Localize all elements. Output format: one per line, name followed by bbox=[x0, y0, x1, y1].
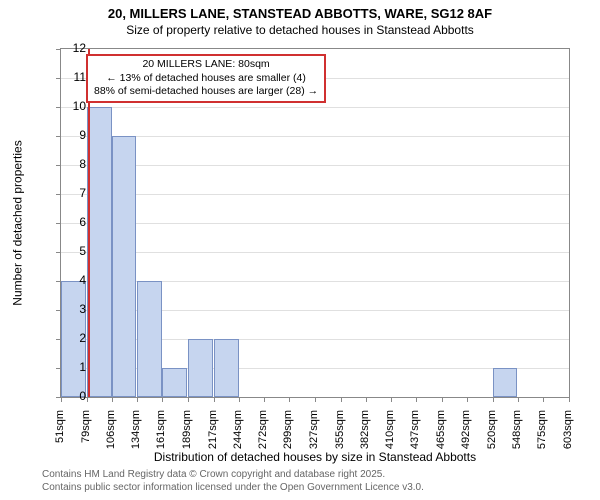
histogram-bar bbox=[493, 368, 518, 397]
xtick-mark bbox=[214, 397, 215, 402]
ytick-label: 5 bbox=[56, 244, 86, 258]
xtick-mark bbox=[112, 397, 113, 402]
xtick-label: 161sqm bbox=[155, 410, 167, 470]
ytick-label: 3 bbox=[56, 302, 86, 316]
callout-box: 20 MILLERS LANE: 80sqm ← 13% of detached… bbox=[86, 54, 326, 103]
xtick-label: 492sqm bbox=[460, 410, 472, 470]
xtick-mark bbox=[315, 397, 316, 402]
ytick-label: 6 bbox=[56, 215, 86, 229]
callout-line3: 88% of semi-detached houses are larger (… bbox=[94, 85, 318, 99]
xtick-mark bbox=[289, 397, 290, 402]
grid-line bbox=[61, 194, 569, 195]
xtick-mark bbox=[442, 397, 443, 402]
xtick-mark bbox=[162, 397, 163, 402]
ytick-label: 4 bbox=[56, 273, 86, 287]
ytick-label: 1 bbox=[56, 360, 86, 374]
y-axis-label: Number of detached properties bbox=[10, 48, 26, 398]
xtick-label: 520sqm bbox=[486, 410, 498, 470]
chart-title-main: 20, MILLERS LANE, STANSTEAD ABBOTTS, WAR… bbox=[0, 0, 600, 21]
ytick-label: 8 bbox=[56, 157, 86, 171]
callout-line2: ← 13% of detached houses are smaller (4) bbox=[94, 72, 318, 86]
histogram-bar bbox=[137, 281, 162, 397]
xtick-label: 603sqm bbox=[562, 410, 574, 470]
xtick-label: 327sqm bbox=[308, 410, 320, 470]
chart-title-sub: Size of property relative to detached ho… bbox=[0, 21, 600, 37]
xtick-mark bbox=[239, 397, 240, 402]
xtick-label: 382sqm bbox=[359, 410, 371, 470]
ytick-label: 9 bbox=[56, 128, 86, 142]
footer-text: Contains HM Land Registry data © Crown c… bbox=[42, 468, 424, 494]
ytick-label: 0 bbox=[56, 389, 86, 403]
xtick-label: 189sqm bbox=[181, 410, 193, 470]
xtick-mark bbox=[569, 397, 570, 402]
ytick-label: 10 bbox=[56, 99, 86, 113]
xtick-label: 410sqm bbox=[384, 410, 396, 470]
xtick-mark bbox=[366, 397, 367, 402]
histogram-bar bbox=[214, 339, 239, 397]
xtick-label: 355sqm bbox=[334, 410, 346, 470]
histogram-bar bbox=[112, 136, 137, 397]
xtick-label: 575sqm bbox=[536, 410, 548, 470]
xtick-label: 79sqm bbox=[80, 410, 92, 470]
footer-line2: Contains public sector information licen… bbox=[42, 481, 424, 494]
xtick-mark bbox=[416, 397, 417, 402]
ytick-label: 11 bbox=[56, 70, 86, 84]
xtick-label: 299sqm bbox=[282, 410, 294, 470]
xtick-mark bbox=[137, 397, 138, 402]
xtick-label: 465sqm bbox=[435, 410, 447, 470]
plot-area: 20 MILLERS LANE: 80sqm ← 13% of detached… bbox=[60, 48, 570, 398]
chart-container: 20, MILLERS LANE, STANSTEAD ABBOTTS, WAR… bbox=[0, 0, 600, 500]
xtick-label: 244sqm bbox=[232, 410, 244, 470]
ytick-label: 12 bbox=[56, 41, 86, 55]
xtick-label: 106sqm bbox=[105, 410, 117, 470]
grid-line bbox=[61, 107, 569, 108]
xtick-label: 548sqm bbox=[511, 410, 523, 470]
callout-line1: 20 MILLERS LANE: 80sqm bbox=[94, 58, 318, 72]
grid-line bbox=[61, 252, 569, 253]
ytick-label: 2 bbox=[56, 331, 86, 345]
xtick-mark bbox=[391, 397, 392, 402]
histogram-bar bbox=[188, 339, 213, 397]
xtick-mark bbox=[341, 397, 342, 402]
histogram-bar bbox=[87, 107, 112, 397]
grid-line bbox=[61, 165, 569, 166]
xtick-mark bbox=[87, 397, 88, 402]
grid-line bbox=[61, 223, 569, 224]
xtick-label: 217sqm bbox=[207, 410, 219, 470]
xtick-label: 272sqm bbox=[257, 410, 269, 470]
xtick-label: 437sqm bbox=[409, 410, 421, 470]
xtick-label: 134sqm bbox=[130, 410, 142, 470]
xtick-mark bbox=[188, 397, 189, 402]
histogram-bar bbox=[162, 368, 187, 397]
xtick-mark bbox=[543, 397, 544, 402]
xtick-label: 51sqm bbox=[54, 410, 66, 470]
xtick-mark bbox=[467, 397, 468, 402]
xtick-mark bbox=[493, 397, 494, 402]
xtick-mark bbox=[518, 397, 519, 402]
grid-line bbox=[61, 136, 569, 137]
xtick-mark bbox=[264, 397, 265, 402]
ytick-label: 7 bbox=[56, 186, 86, 200]
